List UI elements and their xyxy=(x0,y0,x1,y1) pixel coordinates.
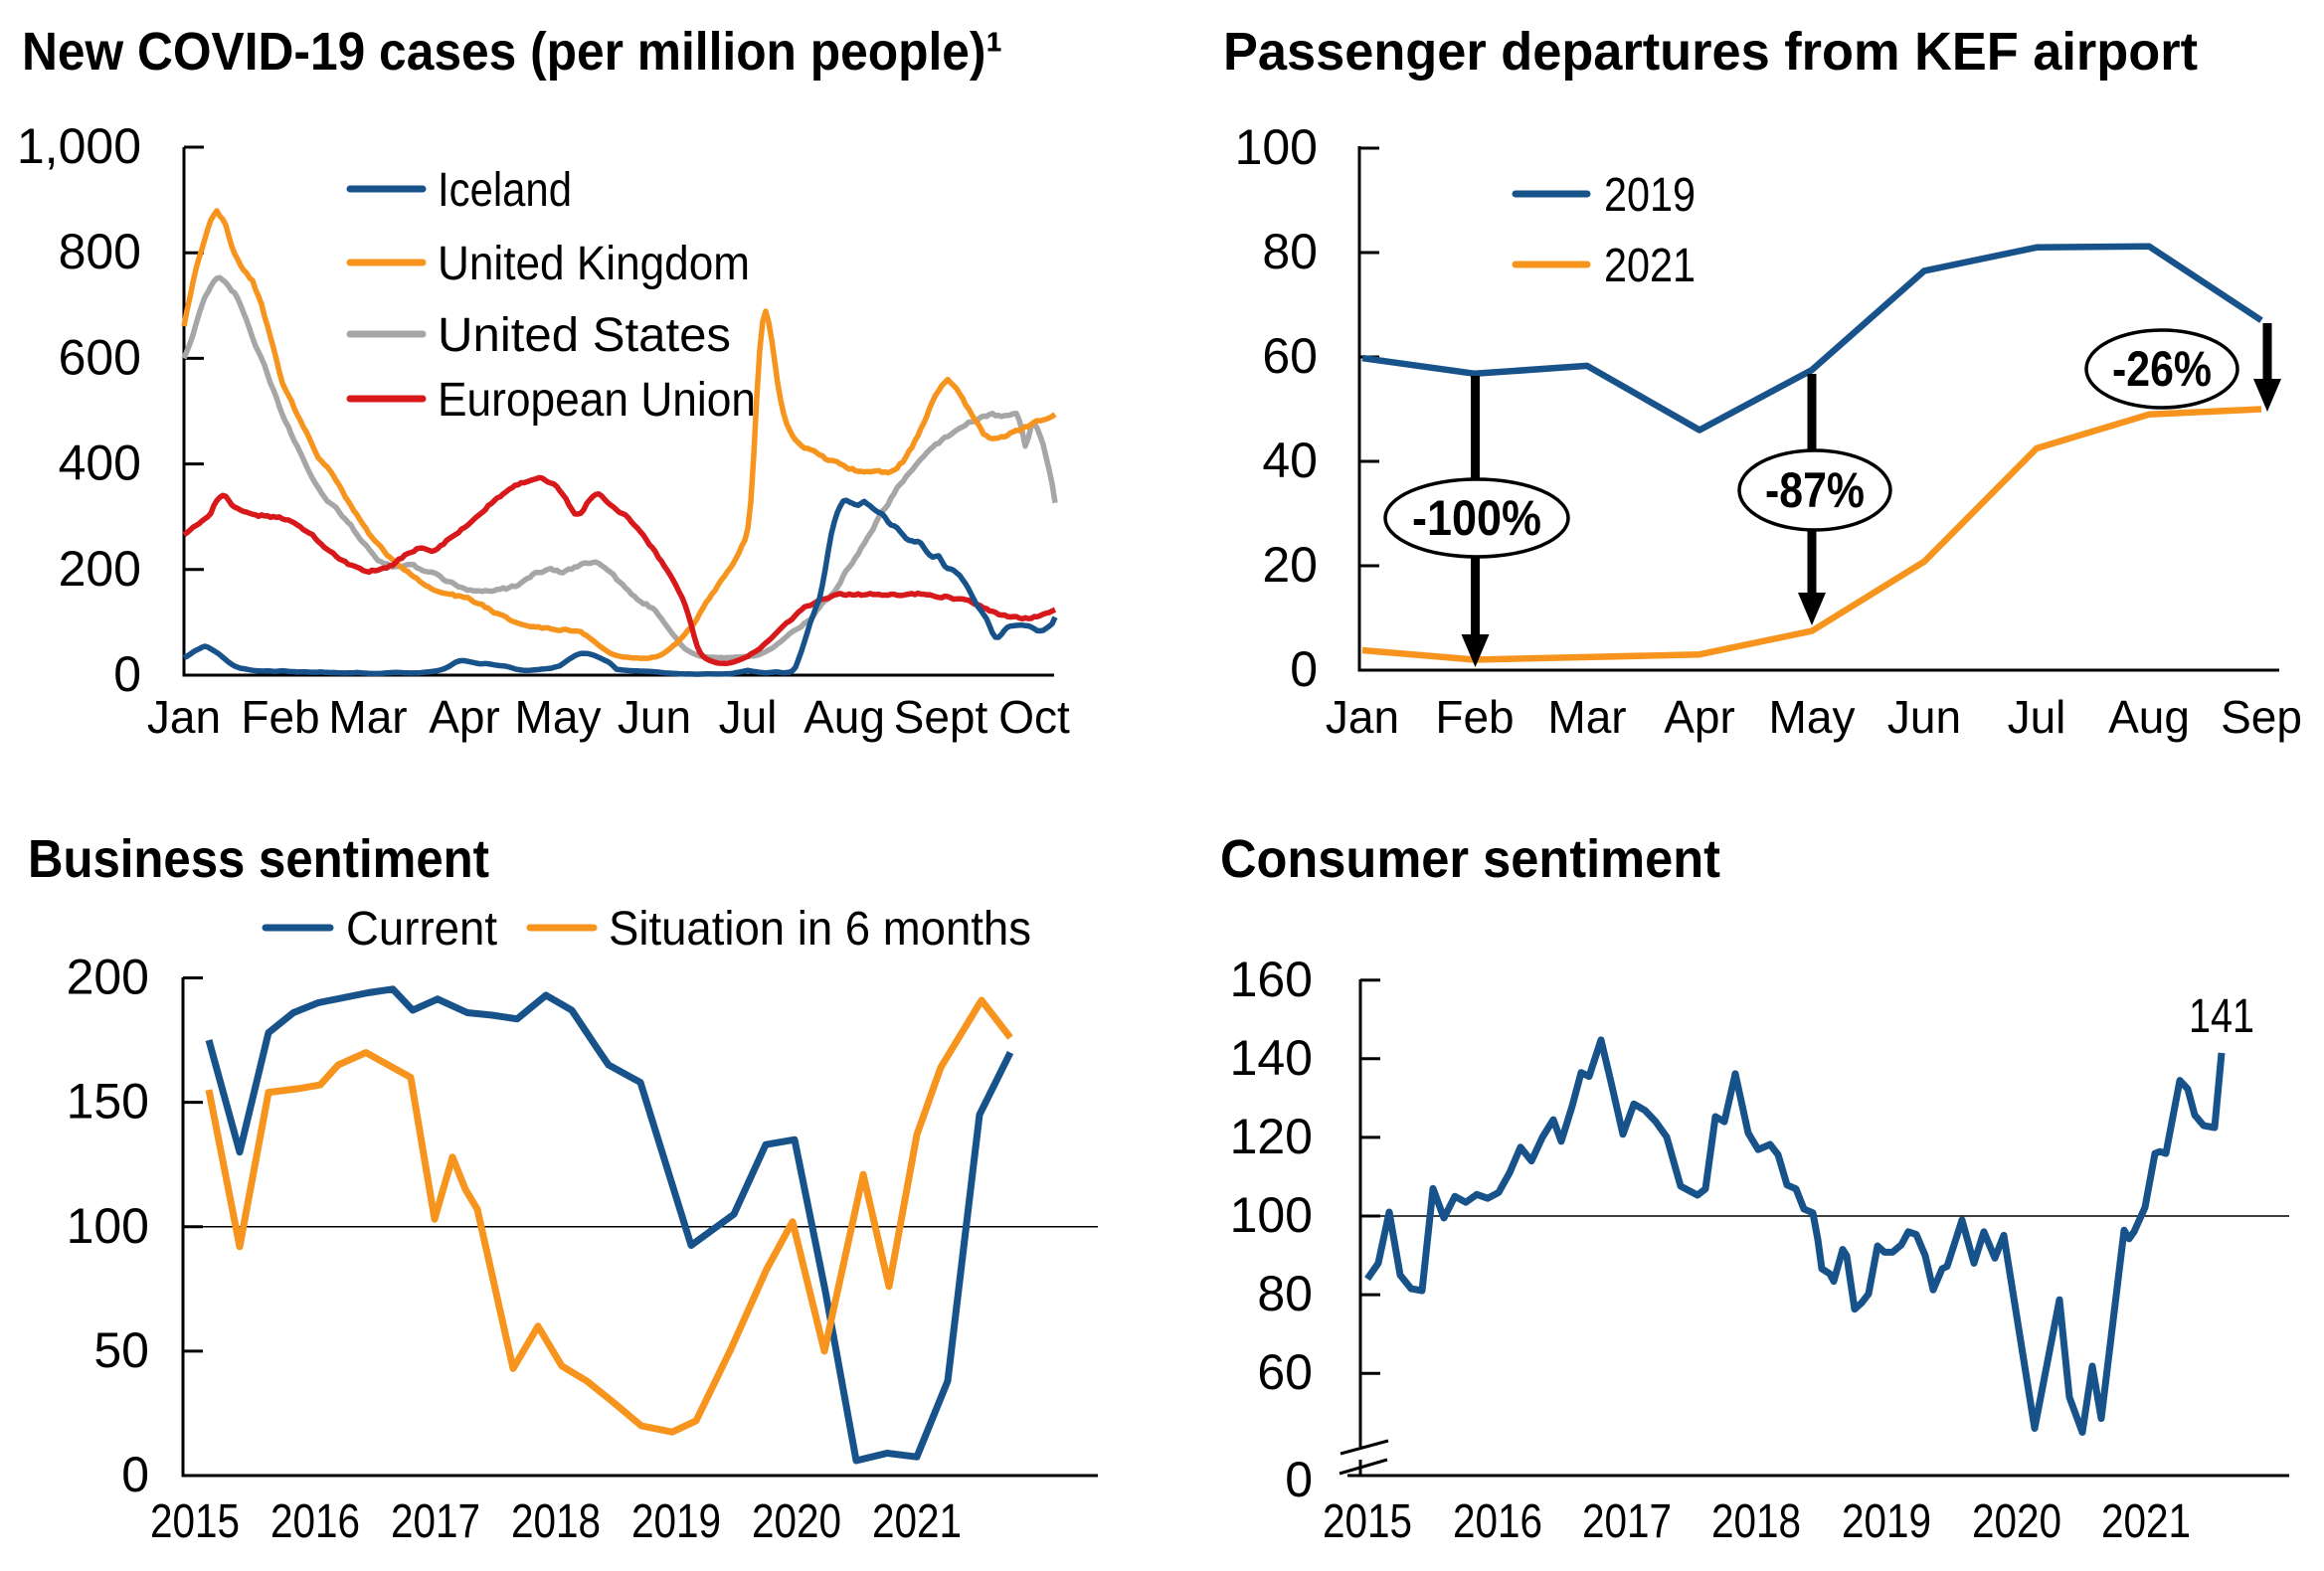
svg-text:60: 60 xyxy=(1257,1344,1313,1400)
svg-text:2015: 2015 xyxy=(150,1495,240,1548)
svg-text:European Union: European Union xyxy=(438,374,756,427)
svg-text:2017: 2017 xyxy=(1582,1495,1672,1548)
svg-text:20: 20 xyxy=(1262,537,1318,593)
svg-text:2015: 2015 xyxy=(1323,1495,1412,1548)
svg-text:0: 0 xyxy=(113,646,141,702)
svg-text:80: 80 xyxy=(1257,1266,1313,1321)
svg-text:United States: United States xyxy=(438,309,731,362)
svg-text:0: 0 xyxy=(121,1447,149,1502)
svg-text:100: 100 xyxy=(1230,1187,1313,1243)
svg-text:1,000: 1,000 xyxy=(17,118,141,174)
svg-text:2017: 2017 xyxy=(391,1495,480,1548)
svg-text:Mar: Mar xyxy=(1547,691,1626,743)
svg-text:Jun: Jun xyxy=(618,691,691,743)
svg-text:Jun: Jun xyxy=(1887,691,1961,743)
svg-text:-100%: -100% xyxy=(1412,490,1541,546)
svg-text:Consumer sentiment: Consumer sentiment xyxy=(1220,829,1720,889)
svg-text:Sept: Sept xyxy=(894,691,988,743)
svg-text:Iceland: Iceland xyxy=(438,164,572,217)
svg-text:2016: 2016 xyxy=(1453,1495,1542,1548)
svg-text:50: 50 xyxy=(93,1322,149,1378)
svg-text:United Kingdom: United Kingdom xyxy=(438,238,750,290)
svg-text:200: 200 xyxy=(59,541,141,597)
svg-text:600: 600 xyxy=(59,329,141,385)
svg-text:2021: 2021 xyxy=(872,1495,962,1548)
svg-text:Situation in 6 months: Situation in 6 months xyxy=(609,903,1031,956)
svg-text:Passenger departures from KEF: Passenger departures from KEF airport xyxy=(1223,22,2198,82)
svg-text:2019: 2019 xyxy=(1842,1495,1931,1548)
svg-text:2021: 2021 xyxy=(1604,240,1696,292)
svg-text:100: 100 xyxy=(67,1198,149,1254)
svg-text:May: May xyxy=(515,691,602,743)
svg-text:2020: 2020 xyxy=(752,1495,841,1548)
svg-text:40: 40 xyxy=(1262,433,1318,488)
svg-text:Business sentiment: Business sentiment xyxy=(28,829,489,889)
svg-text:Jan: Jan xyxy=(1326,691,1399,743)
svg-text:Sep: Sep xyxy=(2221,691,2302,743)
svg-text:Feb: Feb xyxy=(1435,691,1514,743)
svg-text:60: 60 xyxy=(1262,328,1318,384)
svg-text:141: 141 xyxy=(2189,990,2254,1043)
svg-text:0: 0 xyxy=(1290,641,1318,697)
svg-text:Oct: Oct xyxy=(998,691,1070,743)
svg-text:2018: 2018 xyxy=(511,1495,601,1548)
svg-text:2016: 2016 xyxy=(270,1495,360,1548)
svg-text:Aug: Aug xyxy=(2108,691,2190,743)
svg-text:2019: 2019 xyxy=(1604,169,1696,222)
svg-text:0: 0 xyxy=(1285,1452,1313,1507)
svg-text:New COVID-19 cases (per millio: New COVID-19 cases (per million people)¹ xyxy=(22,22,1002,82)
svg-text:Apr: Apr xyxy=(1664,691,1735,743)
svg-text:800: 800 xyxy=(59,224,141,279)
svg-text:2021: 2021 xyxy=(2101,1495,2191,1548)
svg-text:Mar: Mar xyxy=(328,691,407,743)
svg-text:Feb: Feb xyxy=(241,691,319,743)
svg-text:Jul: Jul xyxy=(2008,691,2066,743)
svg-text:Aug: Aug xyxy=(804,691,885,743)
svg-text:120: 120 xyxy=(1230,1109,1313,1164)
svg-text:100: 100 xyxy=(1235,119,1318,175)
svg-text:150: 150 xyxy=(67,1074,149,1130)
svg-text:2019: 2019 xyxy=(631,1495,721,1548)
svg-text:Jul: Jul xyxy=(719,691,778,743)
svg-text:140: 140 xyxy=(1230,1030,1313,1086)
svg-text:160: 160 xyxy=(1230,952,1313,1007)
svg-text:Current: Current xyxy=(346,903,497,956)
svg-text:2020: 2020 xyxy=(1972,1495,2061,1548)
svg-text:Apr: Apr xyxy=(429,691,500,743)
svg-text:-87%: -87% xyxy=(1765,462,1865,518)
svg-text:2018: 2018 xyxy=(1711,1495,1801,1548)
svg-text:80: 80 xyxy=(1262,224,1318,279)
svg-text:-26%: -26% xyxy=(2112,341,2212,397)
svg-text:400: 400 xyxy=(59,436,141,491)
svg-text:200: 200 xyxy=(67,950,149,1005)
svg-text:Jan: Jan xyxy=(147,691,221,743)
svg-text:May: May xyxy=(1769,691,1856,743)
